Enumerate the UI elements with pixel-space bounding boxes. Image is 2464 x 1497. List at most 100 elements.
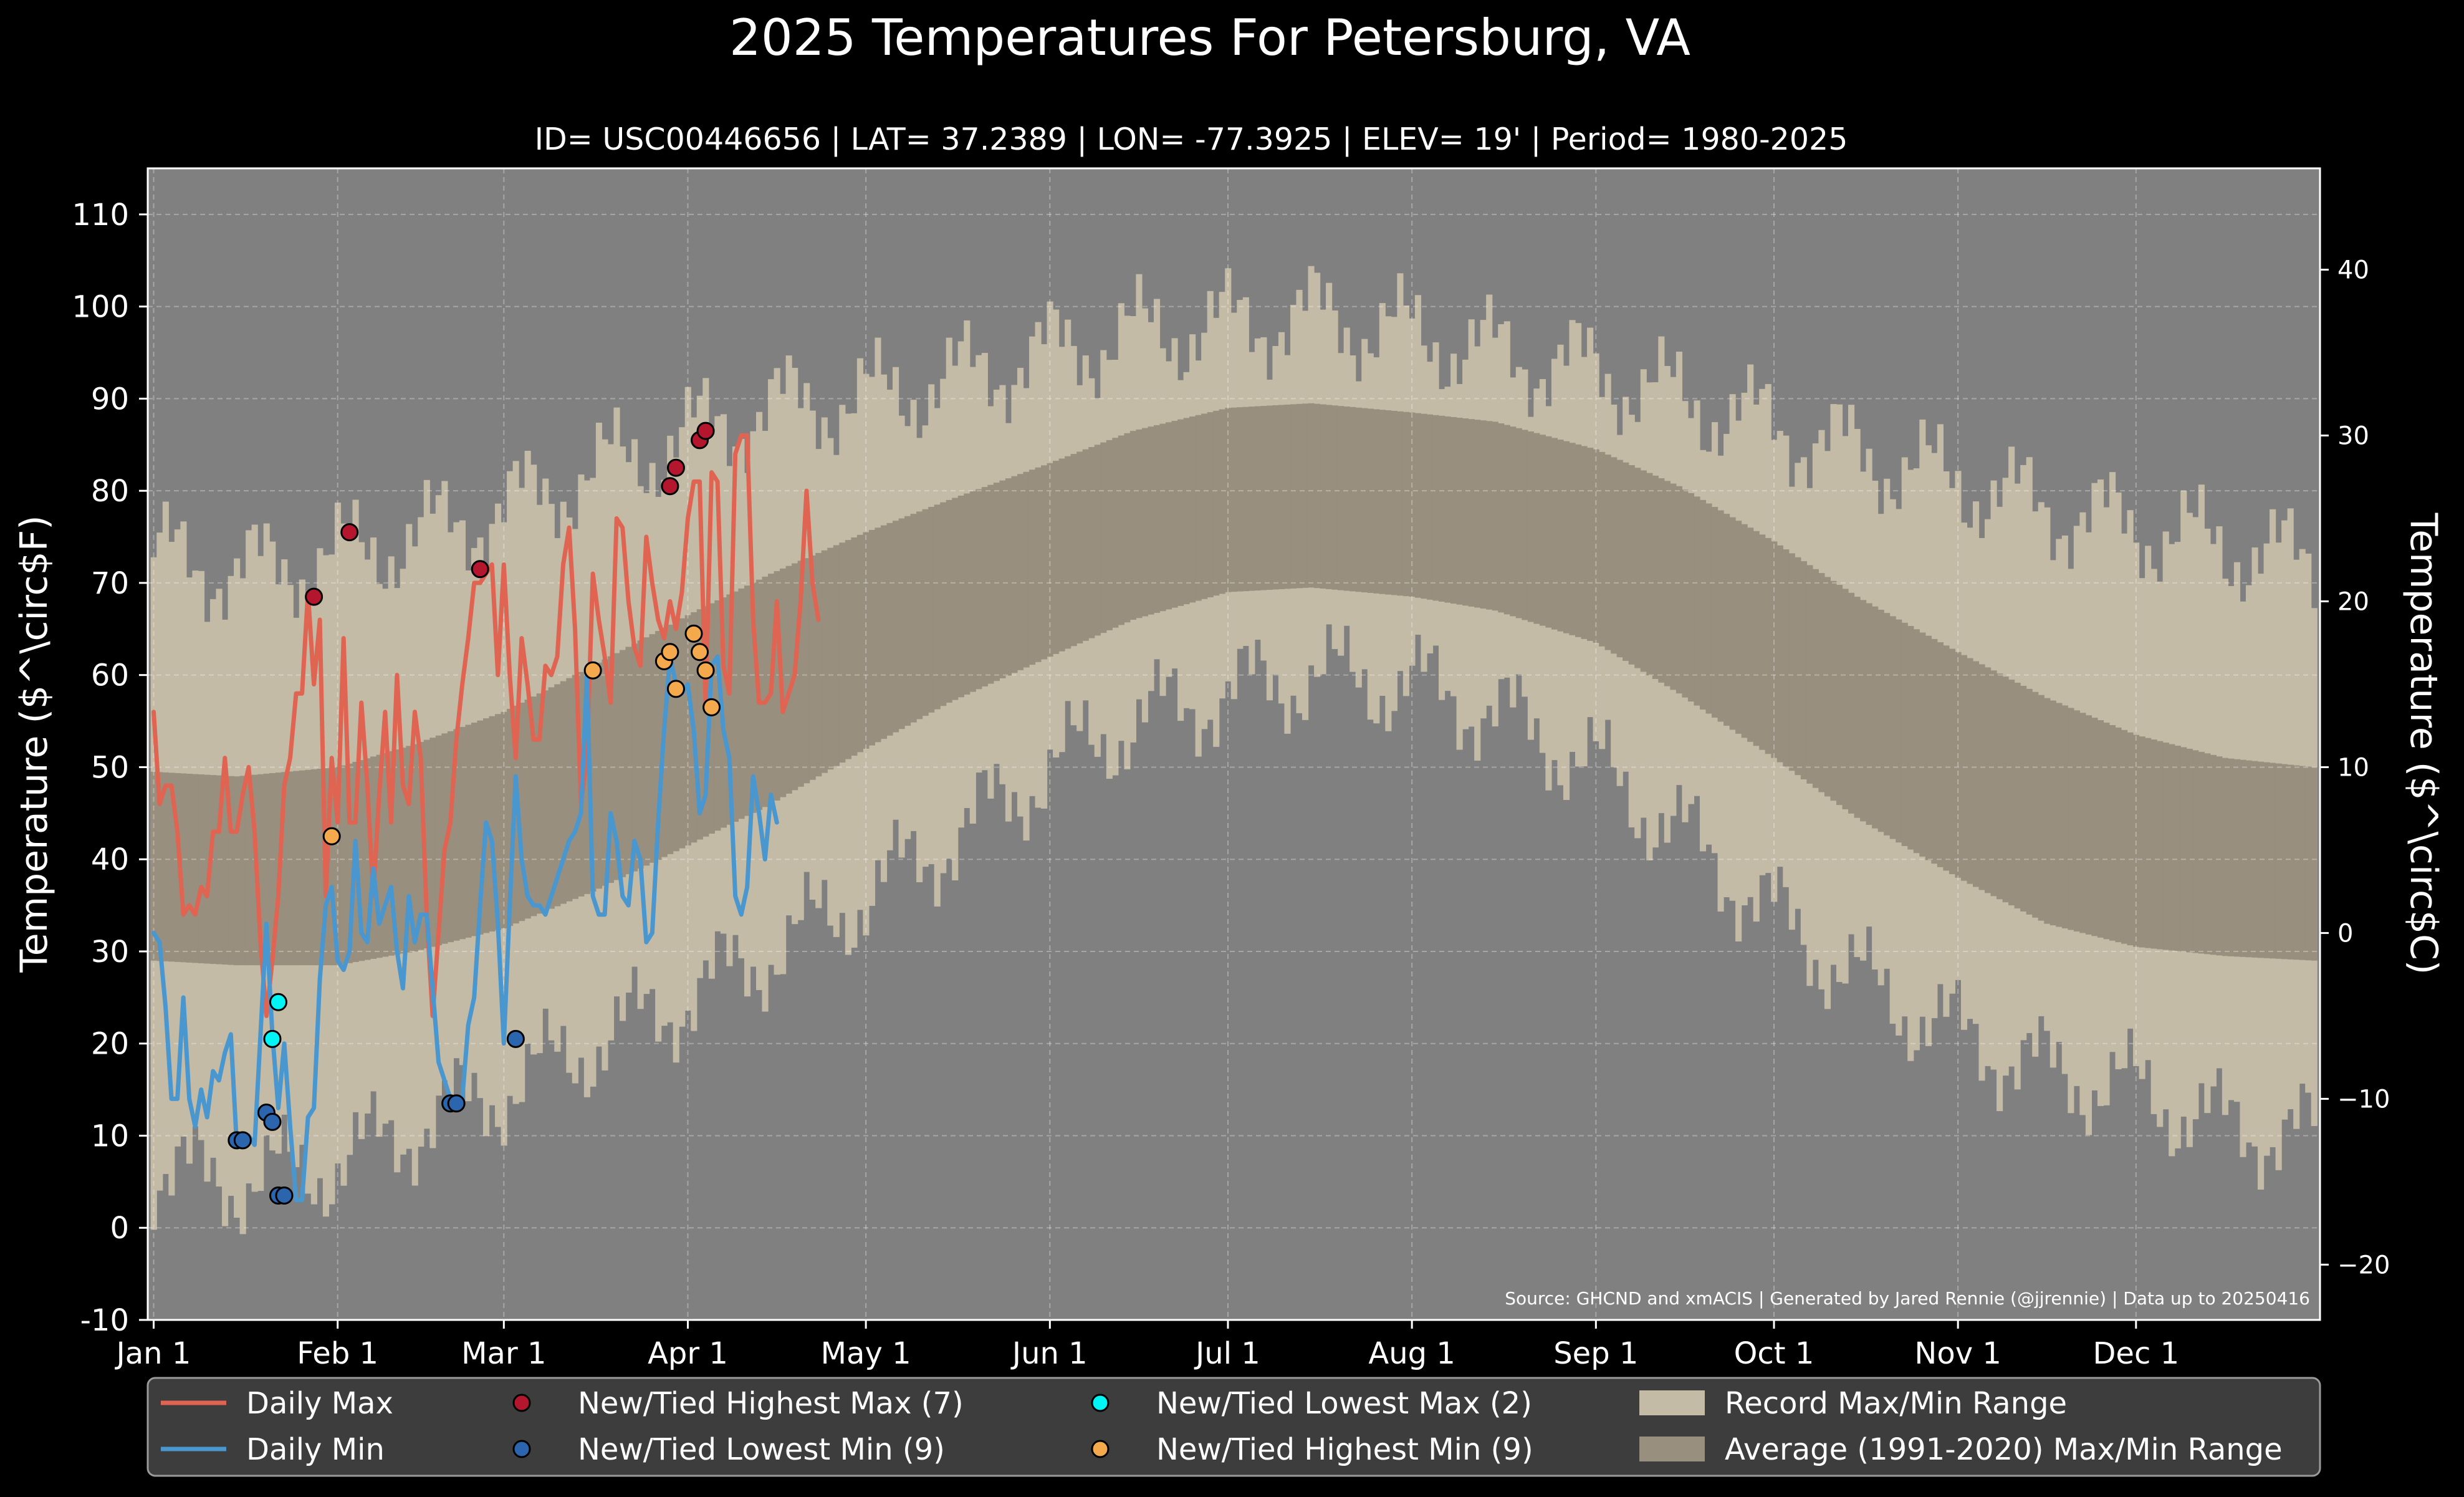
normal-range-bar	[489, 716, 496, 931]
normal-range-bar	[1124, 433, 1131, 623]
normal-range-bar	[400, 748, 406, 954]
normal-range-bar	[940, 502, 947, 706]
normal-range-bar	[863, 532, 870, 749]
normal-range-bar	[1017, 474, 1024, 670]
normal-range-bar	[1628, 465, 1635, 665]
normal-range-bar	[1616, 460, 1623, 658]
record-marker	[661, 477, 679, 496]
normal-range-bar	[738, 588, 745, 819]
normal-range-bar	[1414, 413, 1422, 598]
normal-range-bar	[566, 678, 573, 902]
normal-range-bar	[1717, 510, 1724, 722]
normal-range-bar	[1201, 413, 1208, 599]
x-tick-label: Sep 1	[1553, 1336, 1638, 1371]
normal-range-bar	[239, 776, 246, 966]
normal-range-bar	[2091, 718, 2098, 936]
normal-range-bar	[1972, 661, 1980, 887]
normal-range-bar	[649, 634, 656, 863]
normal-range-bar	[827, 547, 834, 770]
normal-range-bar	[1284, 404, 1291, 589]
normal-range-bar	[750, 582, 757, 813]
normal-range-bar	[2002, 676, 2009, 903]
normal-range-bar	[1492, 421, 1498, 611]
normal-range-bar	[999, 480, 1006, 678]
normal-range-bar	[1515, 428, 1522, 619]
normal-range-bar	[429, 738, 436, 947]
normal-range-bar	[981, 487, 988, 686]
normal-range-bar	[1171, 420, 1178, 608]
legend-marker-swatch	[1091, 1394, 1110, 1412]
normal-range-bar	[246, 775, 252, 966]
normal-range-bar	[376, 754, 383, 958]
normal-range-bar	[1741, 524, 1748, 738]
y-tick-label-right: 20	[2337, 587, 2369, 616]
normal-range-bar	[1925, 635, 1932, 860]
normal-range-bar	[702, 606, 709, 837]
normal-range-bar	[1439, 415, 1445, 602]
normal-range-bar	[1177, 419, 1184, 606]
normal-range-bar	[168, 773, 175, 962]
normal-range-bar	[839, 542, 846, 763]
normal-range-bar	[572, 675, 578, 899]
normal-range-bar	[1249, 407, 1255, 591]
normal-range-bar	[406, 746, 413, 953]
y-tick-label-right: 10	[2337, 753, 2369, 782]
normal-range-bar	[2210, 754, 2217, 955]
normal-range-bar	[1129, 431, 1136, 620]
normal-range-bar	[2240, 759, 2246, 957]
normal-range-bar	[643, 637, 650, 866]
normal-range-bar	[2281, 764, 2288, 960]
normal-range-bar	[156, 772, 163, 961]
legend-marker-swatch	[512, 1394, 531, 1412]
normal-range-bar	[2287, 764, 2294, 960]
normal-range-bar	[815, 552, 822, 777]
normal-range-bar	[1254, 406, 1261, 591]
normal-range-bar	[346, 763, 353, 963]
normal-range-bar	[1456, 418, 1463, 605]
normal-range-bar	[1599, 451, 1606, 647]
normal-range-bar	[234, 776, 241, 966]
normal-range-bar	[684, 615, 691, 846]
normal-range-bar	[590, 665, 597, 892]
normal-range-bar	[1106, 440, 1113, 630]
normal-range-bar	[803, 558, 810, 784]
right-axis-label: Temperature ($^\circ$C)	[2402, 513, 2445, 975]
normal-range-bar	[1230, 407, 1237, 592]
normal-range-bar	[1272, 405, 1279, 590]
normal-range-bar	[898, 518, 905, 729]
normal-range-bar	[1640, 470, 1647, 672]
normal-range-bar	[1510, 426, 1517, 617]
normal-range-bar	[1450, 416, 1457, 604]
normal-range-bar	[560, 681, 567, 904]
record-markers	[228, 421, 721, 1205]
record-marker	[696, 661, 715, 680]
record-marker	[666, 680, 685, 698]
normal-range-bar	[631, 643, 638, 872]
normal-range-bar	[1290, 404, 1297, 589]
normal-range-bar	[2061, 705, 2068, 929]
y-tick-label-left: 70	[91, 566, 129, 601]
normal-range-bar	[2299, 766, 2306, 960]
normal-range-bar	[637, 640, 644, 869]
normal-range-bar	[732, 591, 739, 822]
x-tick-label: Aug 1	[1368, 1336, 1455, 1371]
y-tick-label-left: -10	[80, 1303, 129, 1338]
normal-range-bar	[1468, 419, 1475, 607]
normal-range-bar	[364, 758, 371, 960]
normal-range-bar	[1331, 405, 1338, 590]
normal-range-bar	[1990, 670, 1997, 897]
normal-range-bar	[358, 760, 365, 961]
normal-range-bar	[708, 603, 715, 834]
normal-range-bar	[833, 545, 840, 766]
record-marker	[233, 1131, 252, 1150]
normal-range-bar	[1800, 561, 1807, 779]
normal-range-bar	[613, 653, 620, 880]
normal-range-bar	[1409, 412, 1416, 597]
normal-range-bar	[554, 684, 561, 907]
x-tick-label: Feb 1	[297, 1336, 378, 1371]
normal-range-bar	[2032, 691, 2039, 918]
normal-range-bar	[2145, 738, 2152, 948]
normal-range-bar	[1498, 423, 1505, 613]
normal-range-bar	[536, 693, 543, 914]
normal-range-bar	[1818, 573, 1825, 792]
